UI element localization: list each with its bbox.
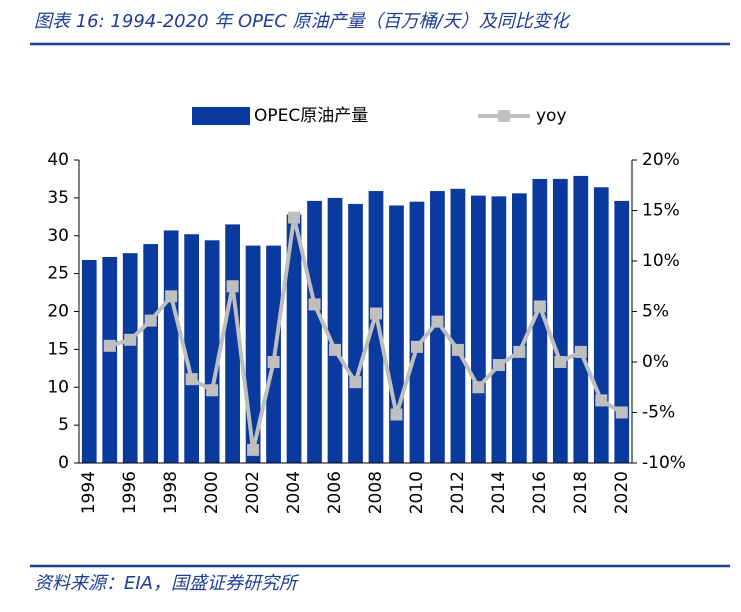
yoy-marker	[410, 340, 423, 353]
yoy-marker	[329, 343, 342, 356]
bar	[409, 201, 425, 463]
legend-label: OPEC原油产量	[254, 106, 368, 126]
x-tick-label: 2000	[202, 471, 222, 514]
legend-label: yoy	[536, 106, 567, 126]
yoy-marker	[554, 356, 567, 368]
bar	[184, 234, 200, 463]
y-tick-label: 25	[47, 264, 69, 284]
yoy-marker	[615, 406, 628, 419]
bar	[163, 230, 179, 463]
yoy-marker	[226, 280, 239, 293]
y2-tick-label: 5%	[642, 302, 669, 322]
y-tick-label: 10	[47, 377, 69, 397]
bar	[471, 195, 486, 464]
bar	[143, 244, 159, 463]
y-tick-label: 35	[47, 188, 69, 208]
yoy-marker	[513, 345, 526, 358]
yoy-marker	[288, 211, 301, 224]
bar	[122, 253, 138, 463]
yoy-marker	[492, 359, 505, 372]
bar	[593, 187, 609, 463]
y-tick-label: 40	[47, 150, 69, 170]
bar	[532, 178, 548, 463]
x-tick-label: 2010	[407, 471, 427, 514]
y-tick-label: 0	[58, 453, 69, 473]
y2-tick-label: 15%	[642, 201, 680, 221]
y-tick-label: 15	[47, 339, 69, 359]
x-tick-label: 1996	[120, 471, 140, 514]
yoy-marker	[308, 298, 321, 311]
yoy-marker	[247, 443, 260, 456]
chart-title: 图表 16: 1994-2020 年 OPEC 原油产量（百万桶/天）及同比变化	[34, 11, 571, 32]
yoy-marker	[349, 376, 362, 389]
legend-marker	[498, 110, 510, 122]
bar	[368, 191, 384, 463]
bar	[102, 256, 118, 463]
x-tick-label: 2018	[571, 471, 591, 514]
bar	[286, 214, 302, 463]
y-tick-label: 30	[47, 226, 69, 246]
yoy-marker	[267, 356, 280, 368]
yoy-marker	[103, 339, 116, 352]
yoy-marker	[390, 408, 403, 421]
y2-tick-label: -10%	[642, 453, 686, 473]
bar	[614, 200, 630, 463]
x-tick-label: 2020	[612, 471, 632, 514]
yoy-marker	[533, 300, 546, 313]
x-tick-label: 2008	[366, 471, 386, 514]
yoy-marker	[451, 343, 464, 356]
x-tick-label: 2016	[530, 471, 550, 514]
x-tick-label: 2014	[489, 471, 509, 514]
yoy-marker	[206, 384, 219, 397]
x-tick-label: 2006	[325, 471, 345, 514]
y-tick-label: 5	[58, 415, 69, 435]
bar	[81, 259, 97, 463]
y2-tick-label: -5%	[642, 403, 675, 423]
yoy-marker	[431, 315, 444, 328]
yoy-marker	[165, 290, 178, 303]
bar	[204, 240, 220, 463]
y-tick-label: 20	[47, 302, 69, 322]
bar	[307, 200, 322, 463]
yoy-marker	[185, 373, 198, 386]
yoy-marker	[595, 394, 608, 407]
x-tick-label: 1998	[161, 471, 181, 514]
bar	[573, 175, 589, 463]
yoy-marker	[369, 307, 382, 320]
bar	[552, 178, 568, 463]
yoy-marker	[472, 381, 485, 394]
y2-tick-label: 0%	[642, 352, 669, 372]
source-note: 资料来源：EIA，国盛证券研究所	[34, 573, 300, 594]
bar	[511, 193, 527, 463]
bar	[327, 197, 343, 463]
bar	[450, 188, 466, 463]
x-tick-label: 2002	[243, 471, 263, 514]
bar	[348, 203, 363, 463]
bar	[491, 196, 507, 464]
yoy-marker	[124, 333, 137, 346]
bar	[389, 205, 404, 463]
x-tick-label: 2004	[284, 471, 304, 514]
x-tick-label: 2012	[448, 471, 468, 514]
bar	[225, 224, 240, 463]
yoy-marker	[574, 345, 587, 358]
y2-tick-label: 20%	[642, 150, 680, 170]
yoy-marker	[144, 314, 157, 327]
x-tick-label: 1994	[79, 471, 99, 514]
y2-tick-label: 10%	[642, 251, 680, 271]
legend-swatch	[192, 107, 250, 125]
